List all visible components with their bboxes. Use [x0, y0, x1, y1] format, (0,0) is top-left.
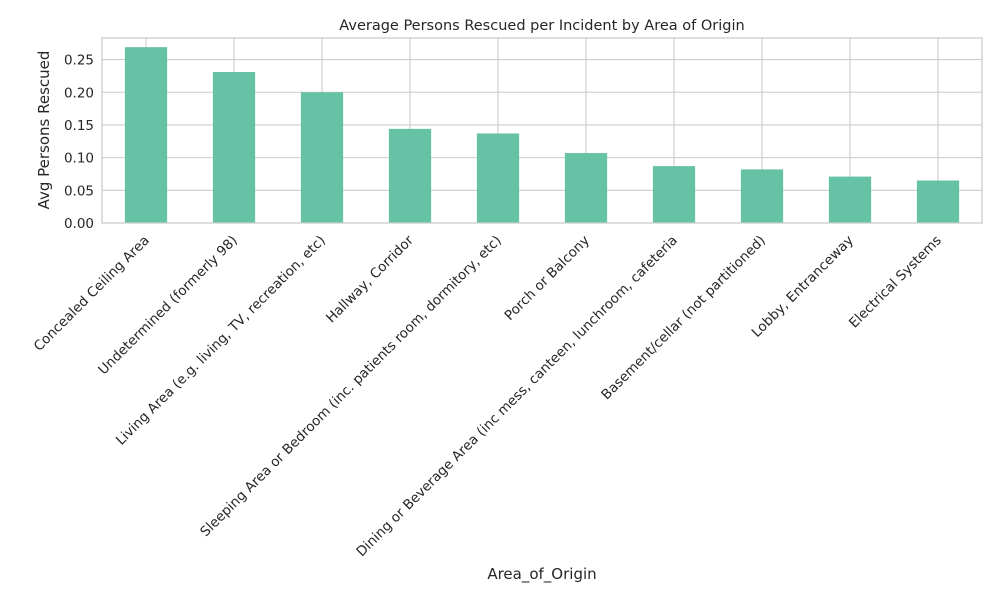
y-tick-label: 0.10	[64, 151, 94, 167]
y-axis-label: Avg Persons Rescued	[35, 51, 53, 210]
bar	[124, 47, 168, 223]
chart-title: Average Persons Rescued per Incident by …	[339, 18, 744, 34]
bar	[652, 166, 696, 223]
y-tick-label: 0.20	[64, 85, 94, 101]
bar	[740, 169, 784, 223]
axes-spine	[101, 37, 983, 224]
bar	[476, 133, 520, 223]
axes-frame	[101, 37, 983, 224]
y-axis-ticks: 0.00 0.05 0.10 0.15 0.20 0.25	[64, 53, 94, 232]
bar	[212, 71, 256, 223]
y-tick-label: 0.00	[64, 216, 94, 232]
bar	[916, 180, 960, 223]
bar	[300, 92, 344, 223]
bar-series	[124, 47, 960, 223]
bar	[388, 128, 432, 223]
bar	[564, 153, 608, 223]
y-tick-label: 0.05	[64, 183, 94, 199]
x-axis-label: Area_of_Origin	[487, 565, 596, 584]
bar	[828, 176, 872, 223]
y-tick-label: 0.25	[64, 53, 94, 69]
y-tick-label: 0.15	[64, 118, 94, 134]
